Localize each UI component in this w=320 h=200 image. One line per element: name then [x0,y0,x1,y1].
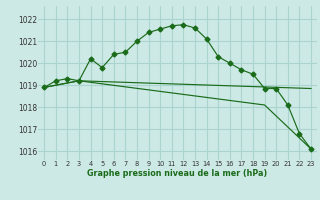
X-axis label: Graphe pression niveau de la mer (hPa): Graphe pression niveau de la mer (hPa) [87,169,268,178]
